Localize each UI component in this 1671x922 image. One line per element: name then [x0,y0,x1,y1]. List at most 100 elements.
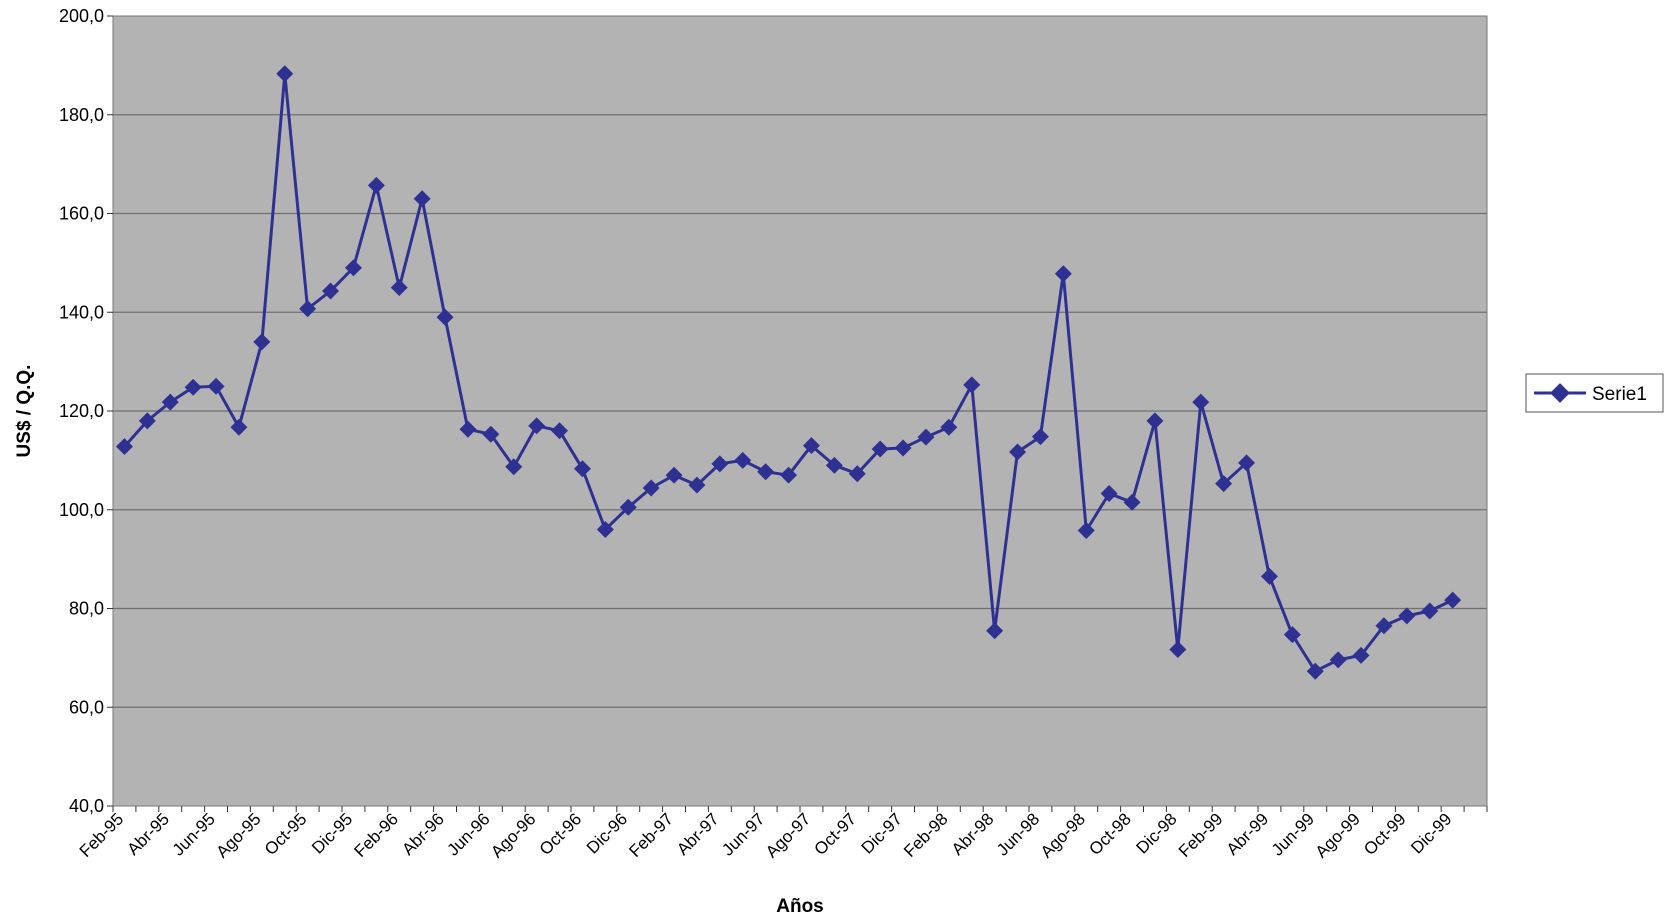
x-tick-label: Ago-96 [487,809,539,861]
x-tick-label: Jun-96 [443,809,493,859]
data-point [413,190,431,208]
x-tick-label: Abr-97 [673,809,723,859]
data-point [848,465,866,483]
data-point [138,412,156,430]
data-point [963,376,981,394]
x-tick-label: Oct-98 [1085,809,1135,859]
x-tick-label: Ago-98 [1037,809,1089,861]
x-tick-label: Oct-97 [811,809,861,859]
x-tick-label: Feb-99 [1175,809,1227,861]
x-tick-label: Oct-95 [261,809,311,859]
data-point [1306,662,1324,680]
data-point [161,393,179,411]
data-point [665,466,683,484]
data-point [344,259,362,277]
x-tick-label: Ago-99 [1312,809,1364,861]
data-point [986,622,1004,640]
data-point [230,418,248,436]
x-tick-label: Abr-96 [398,809,448,859]
x-axis-title: Años [776,896,824,917]
data-point [802,437,820,455]
x-axis-ticks: Feb-95Abr-95Jun-95Ago-95Oct-95Dic-95Feb-… [76,806,1488,862]
data-point [894,439,912,457]
legend: Serie1 [1525,373,1664,413]
x-tick-label: Dic-95 [308,809,356,857]
x-tick-label: Abr-98 [948,809,998,859]
y-tick-label: 80,0 [69,599,104,619]
y-tick-label: 100,0 [59,500,104,520]
x-tick-label: Feb-98 [900,809,952,861]
gridlines [113,114,1487,708]
y-tick-label: 40,0 [69,796,104,816]
data-point [184,378,202,396]
data-point [642,479,660,497]
data-point [528,417,546,435]
data-point [1352,646,1370,664]
data-point [917,428,935,446]
data-point [1169,640,1187,658]
data-point [322,282,340,300]
legend-label: Serie1 [1592,384,1647,405]
data-point [1260,567,1278,585]
data-point [1283,626,1301,644]
y-tick-label: 180,0 [59,105,104,125]
data-point [780,466,798,484]
data-point [1398,607,1416,625]
legend-marker [1550,383,1570,403]
x-tick-label: Dic-96 [583,809,631,857]
x-tick-label: Jun-95 [169,809,219,859]
x-tick-label: Feb-96 [351,809,403,861]
data-point [390,279,408,297]
data-point [276,65,294,83]
x-tick-label: Jun-99 [1268,809,1318,859]
data-point [505,458,523,476]
data-point [367,176,385,194]
data-point [711,455,729,473]
data-point [207,377,225,395]
data-point [573,460,591,478]
data-point [688,476,706,494]
data-point [596,521,614,538]
data-point [1077,522,1095,539]
y-tick-label: 140,0 [59,302,104,322]
y-axis-ticks: 40,0 60,0 80,0 100,0 120,0 140,0 160,0 180,0 200… [59,6,113,816]
data-point [734,451,752,469]
y-tick-label: 160,0 [59,204,104,224]
y-tick-label: 200,0 [59,6,104,26]
y-axis-title: US$ / Q.Q. [14,365,35,458]
x-tick-label: Feb-97 [625,809,677,861]
x-tick-label: Dic-99 [1407,809,1455,857]
data-point [825,456,843,474]
data-point [619,498,637,516]
x-tick-label: Jun-98 [993,809,1043,859]
x-tick-label: Feb-95 [76,809,128,861]
data-point [1329,651,1347,669]
y-tick-label: 60,0 [69,697,104,717]
x-tick-label: Oct-99 [1360,809,1410,859]
x-tick-label: Ago-97 [762,809,814,861]
x-tick-label: Dic-97 [858,809,906,857]
x-tick-label: Oct-96 [536,809,586,859]
data-point [1009,443,1027,461]
data-point [1375,617,1393,635]
data-point [482,425,500,443]
data-point [940,418,958,436]
data-point [551,422,569,440]
data-point [757,463,775,481]
data-point [299,300,317,318]
data-point [459,420,477,438]
y-tick-label: 120,0 [59,401,104,421]
x-tick-label: Jun-97 [718,809,768,859]
data-point [871,440,889,458]
x-tick-label: Ago-95 [212,809,264,861]
data-point [253,333,271,351]
x-tick-label: Dic-98 [1133,809,1181,857]
x-tick-label: Abr-95 [124,809,174,859]
x-tick-label: Abr-99 [1223,809,1273,859]
data-point [115,438,133,456]
data-point [436,308,454,326]
data-point [1444,591,1462,609]
series-serie1 [115,65,1462,680]
data-point [1421,602,1439,620]
